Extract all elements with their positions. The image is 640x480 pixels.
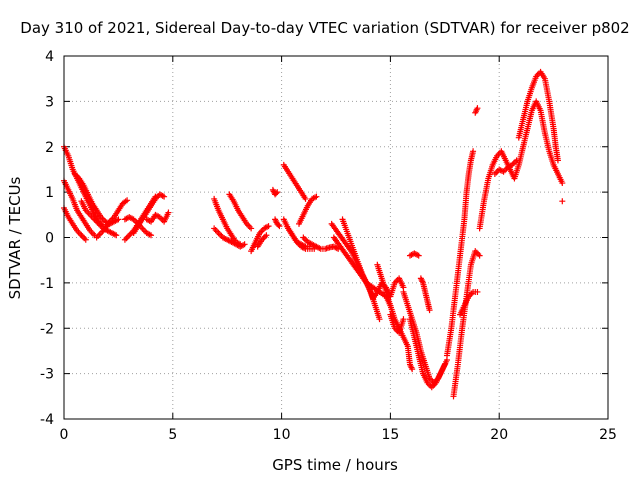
y-tick-label: -2 (40, 321, 54, 337)
y-tick-label: 1 (45, 185, 54, 201)
data-point (275, 222, 282, 229)
data-point (263, 232, 270, 239)
data-point (559, 198, 566, 205)
y-tick-label: -1 (40, 276, 54, 292)
y-tick-label: 0 (45, 231, 54, 247)
data-point (148, 232, 155, 239)
y-tick-label: 4 (45, 49, 54, 65)
x-tick-label: 15 (381, 427, 399, 443)
data-point (82, 236, 89, 243)
data-point (441, 361, 448, 368)
data-point (273, 190, 280, 197)
x-tick-label: 0 (60, 427, 69, 443)
data-points (61, 68, 566, 400)
data-point (426, 307, 433, 314)
data-point (313, 193, 320, 200)
axes: 0 5 10 15 20 25 -4 -3 -2 -1 0 1 2 3 4 (40, 49, 617, 443)
x-axis-label: GPS time / hours (272, 456, 398, 474)
chart-title: Day 310 of 2021, Sidereal Day-to-day VTE… (20, 19, 629, 37)
data-point (476, 252, 483, 259)
data-point (415, 252, 422, 259)
y-axis-label: SDTVAR / TECUs (6, 176, 24, 299)
plot-frame (63, 55, 609, 420)
data-point (513, 157, 520, 164)
x-tick-label: 20 (490, 427, 508, 443)
y-tick-label: 3 (45, 94, 54, 110)
x-tick-label: 5 (168, 427, 177, 443)
data-point (474, 105, 481, 112)
data-point (124, 197, 131, 204)
data-point (470, 148, 477, 155)
data-point (400, 316, 407, 323)
data-point (161, 193, 168, 200)
data-point (376, 316, 383, 323)
data-point (276, 223, 283, 230)
data-point (274, 189, 281, 196)
data-point (559, 180, 566, 187)
data-point (115, 216, 122, 223)
data-point (474, 288, 481, 295)
y-tick-label: -3 (40, 367, 54, 383)
y-tick-label: 2 (45, 140, 54, 156)
data-point (302, 195, 309, 202)
data-point (241, 241, 248, 248)
data-point (113, 232, 120, 239)
data-point (265, 223, 272, 230)
data-point (409, 366, 416, 373)
data-point (165, 209, 172, 216)
x-tick-label: 25 (599, 427, 617, 443)
data-point (554, 157, 561, 164)
y-tick-label: -4 (40, 412, 54, 428)
data-point (248, 225, 255, 232)
x-tick-label: 10 (273, 427, 291, 443)
